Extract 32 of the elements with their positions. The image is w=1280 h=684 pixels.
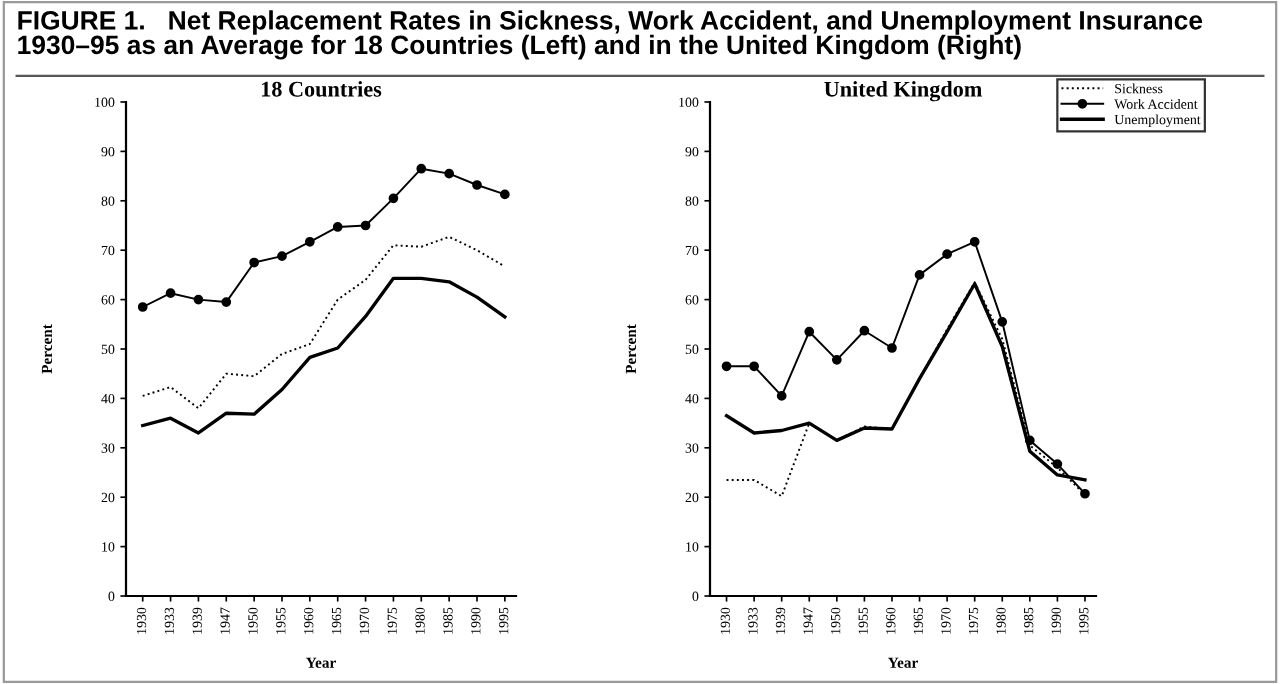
point (305, 236, 315, 247)
point (969, 236, 980, 247)
point (804, 326, 815, 337)
point (165, 288, 176, 299)
point (137, 302, 148, 312)
point (887, 343, 897, 353)
point (360, 220, 371, 231)
point (749, 361, 759, 372)
point (859, 325, 870, 336)
point (332, 222, 343, 232)
point (831, 355, 842, 365)
line-series (141, 235, 506, 410)
point (942, 249, 952, 260)
point (444, 168, 454, 179)
chart-title: United Kingdom (824, 81, 982, 102)
point (472, 180, 482, 190)
point (776, 391, 787, 401)
point (277, 251, 287, 261)
point (388, 193, 399, 204)
point (914, 270, 925, 280)
chart-title: 18 Countries (261, 81, 382, 97)
point (249, 257, 260, 268)
point (221, 297, 232, 307)
point (721, 361, 732, 372)
line-series (141, 276, 507, 435)
point (1052, 459, 1063, 469)
point (997, 316, 1008, 327)
caption: FIGURE 1. Net Replacement Rates in Sickness, Work Accident, and Unemployment Insurance 1930–95 as an Average for 18 Countries (Left) and in the United Kingdom (Right) (18, 10, 1203, 60)
point (500, 189, 510, 200)
point (1080, 488, 1090, 499)
point (193, 294, 204, 305)
point (416, 163, 427, 174)
